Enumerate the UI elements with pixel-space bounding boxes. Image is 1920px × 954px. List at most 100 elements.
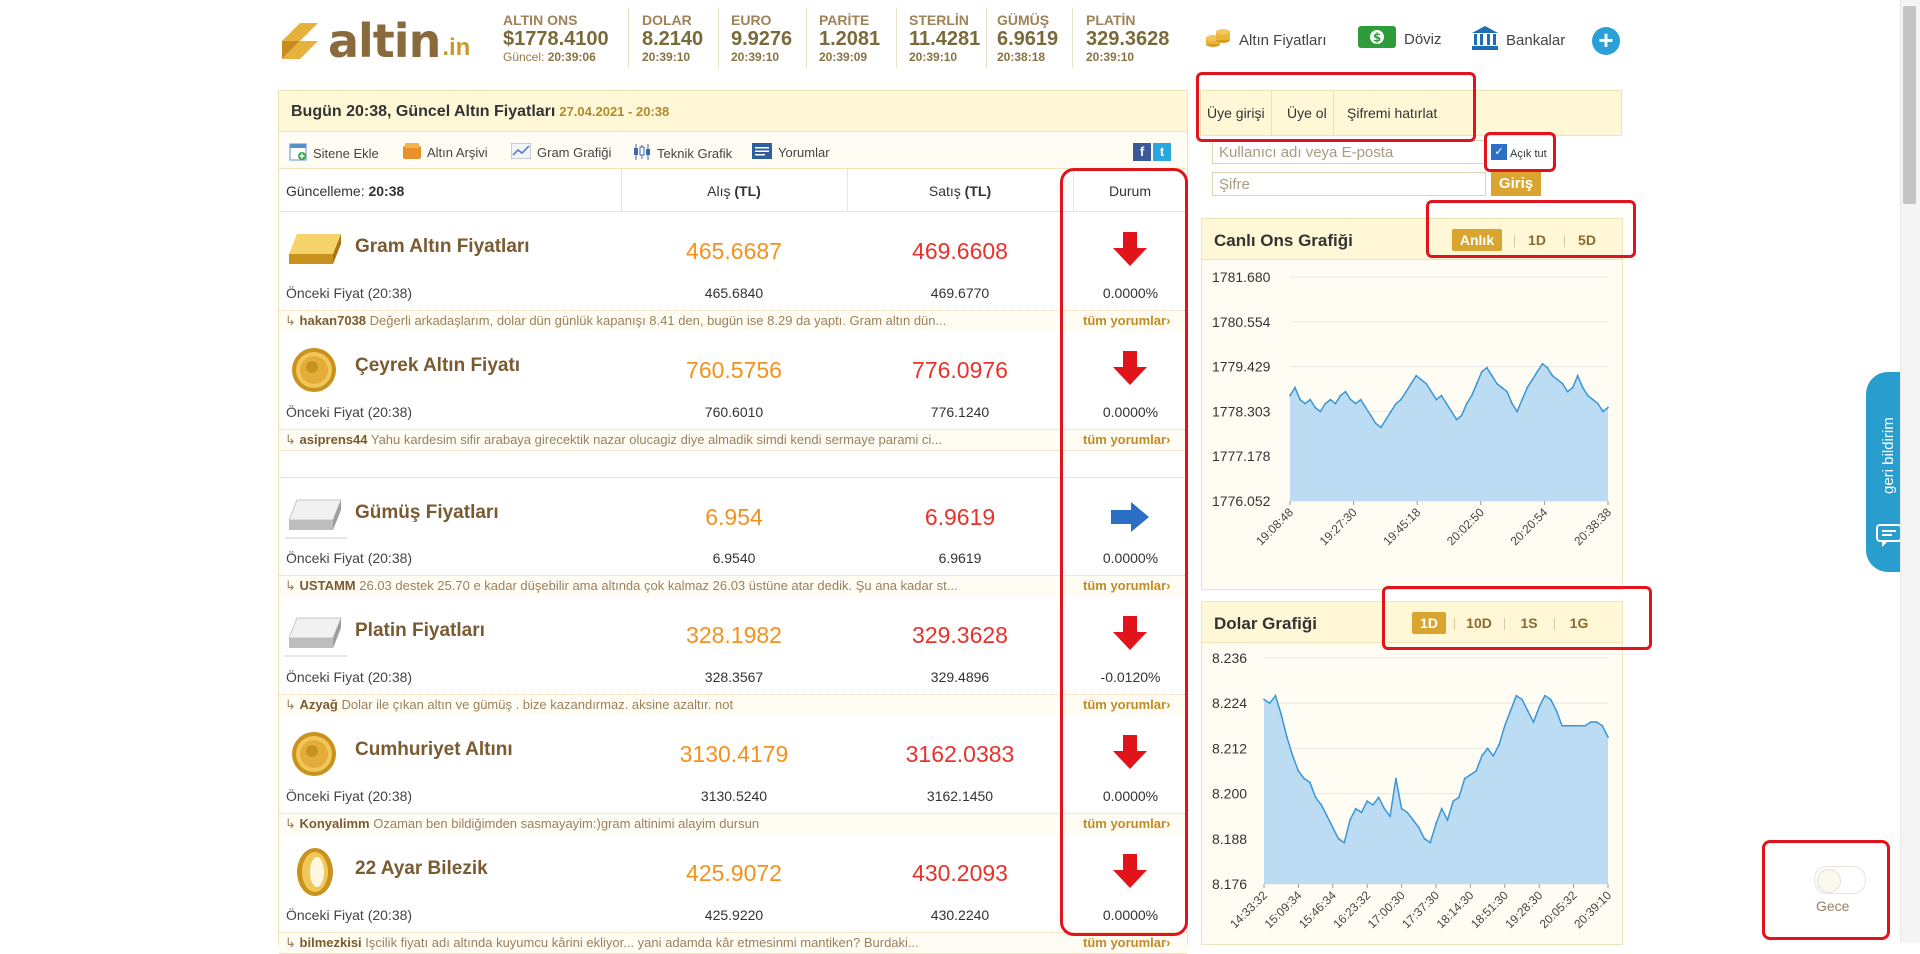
data-point bbox=[1492, 755, 1495, 757]
ticker-parite[interactable]: PARİTE 1.2081 20:39:09 bbox=[819, 12, 880, 72]
panel-toolbar: Sitene Ekle Altın Arşivi Gram Grafiği Te… bbox=[279, 132, 1187, 169]
data-point bbox=[1377, 796, 1380, 799]
add-site-icon bbox=[289, 143, 307, 164]
toolbar-technical-chart[interactable]: Teknik Grafik bbox=[633, 143, 732, 164]
comment-user[interactable]: hakan7038 bbox=[299, 313, 367, 328]
ticker-sterlin[interactable]: STERLİN 11.4281 20:39:10 bbox=[909, 12, 980, 72]
ticker-gumus[interactable]: GÜMÜŞ 6.9619 20:38:18 bbox=[997, 12, 1058, 72]
comment-user[interactable]: asiprens44 bbox=[299, 432, 368, 447]
data-point bbox=[1458, 796, 1460, 799]
data-point bbox=[1274, 694, 1277, 697]
range-anlik[interactable]: Anlık bbox=[1452, 229, 1502, 251]
row-name[interactable]: Çeyrek Altın Fiyatı bbox=[355, 355, 521, 376]
password-field[interactable]: Şifre bbox=[1212, 172, 1486, 196]
nav-gold-prices[interactable]: Altın Fiyatları bbox=[1205, 26, 1327, 54]
night-mode-toggle[interactable] bbox=[1814, 866, 1866, 894]
x-tick-label: 20:39:10 bbox=[1571, 888, 1614, 931]
row-name[interactable]: Platin Fiyatları bbox=[355, 620, 485, 641]
data-point bbox=[1511, 402, 1513, 405]
data-point bbox=[1555, 709, 1558, 712]
row-name[interactable]: Gram Altın Fiyatları bbox=[355, 236, 530, 257]
plus-button[interactable]: + bbox=[1592, 27, 1620, 55]
row-name[interactable]: Cumhuriyet Altını bbox=[355, 739, 513, 760]
all-comments-link[interactable]: tüm yorumlar› bbox=[1079, 933, 1171, 953]
login-button[interactable]: Giriş bbox=[1491, 172, 1541, 196]
comment-row[interactable]: ↳ hakan7038 Değerli arkadaşlarım, dolar … bbox=[279, 310, 1187, 332]
price-row-bilezik[interactable]: 22 Ayar Bilezik 425.9072 430.2093 Önceki… bbox=[279, 834, 1187, 932]
comment-user[interactable]: Konyalimm bbox=[299, 816, 370, 831]
comment-user[interactable]: Azyağ bbox=[299, 697, 338, 712]
buy-header: Alış (TL) bbox=[707, 183, 761, 199]
comment-user[interactable]: USTAMM bbox=[299, 578, 356, 593]
page-scrollbar[interactable] bbox=[1900, 0, 1920, 943]
twitter-icon[interactable]: t bbox=[1153, 143, 1171, 161]
all-comments-link[interactable]: tüm yorumlar› bbox=[1079, 430, 1171, 450]
all-comments-link[interactable]: tüm yorumlar› bbox=[1079, 695, 1171, 715]
range-1s[interactable]: 1S bbox=[1520, 615, 1538, 631]
remember-checkbox[interactable]: ✓ bbox=[1491, 144, 1507, 160]
data-point bbox=[1595, 721, 1598, 723]
price-row-platin[interactable]: Platin Fiyatları 328.1982 329.3628 Öncek… bbox=[279, 596, 1187, 694]
range-10d[interactable]: 10D bbox=[1466, 615, 1492, 631]
ons-chart-title: Canlı Ons Grafiği bbox=[1214, 231, 1353, 250]
nav-banks[interactable]: Bankalar bbox=[1472, 26, 1565, 54]
sell-price: 430.2093 bbox=[912, 860, 1008, 886]
range-1d[interactable]: 1D bbox=[1412, 612, 1446, 634]
tab-forgot-password[interactable]: Şifremi hatırlat bbox=[1347, 105, 1438, 121]
toolbar-comments[interactable]: Yorumlar bbox=[752, 143, 830, 162]
toolbar-gram-chart[interactable]: Gram Grafiği bbox=[510, 142, 611, 162]
data-point bbox=[1486, 366, 1488, 369]
change-percent: 0.0000% bbox=[1102, 285, 1159, 301]
comment-row[interactable]: ↳ bilmezkisi Işcilik fiyatı adı altında … bbox=[279, 932, 1187, 954]
price-row-cumhuriyet[interactable]: Cumhuriyet Altını 3130.4179 3162.0383 Ön… bbox=[279, 715, 1187, 813]
ticker-value: 11.4281 bbox=[909, 28, 981, 50]
nav-currency[interactable]: $ Döviz bbox=[1358, 26, 1442, 52]
row-name[interactable]: Gümüş Fiyatları bbox=[355, 502, 499, 523]
annotation-remember bbox=[1484, 132, 1556, 172]
comment-row[interactable]: ↳ asiprens44 Yahu kardesim sifir arabaya… bbox=[279, 429, 1187, 451]
toolbar-add-to-site[interactable]: Sitene Ekle bbox=[289, 143, 379, 164]
toolbar-gold-archive[interactable]: Altın Arşivi bbox=[403, 143, 488, 162]
range-1g[interactable]: 1G bbox=[1569, 615, 1589, 631]
scrollbar-thumb[interactable] bbox=[1903, 6, 1916, 204]
username-field[interactable]: Kullanıcı adı veya E-posta bbox=[1212, 140, 1486, 164]
site-logo[interactable]: altin .in bbox=[278, 14, 470, 68]
range-1d[interactable]: 1D bbox=[1528, 232, 1546, 248]
data-point bbox=[1541, 362, 1544, 365]
comment-row[interactable]: ↳ Azyağ Dolar ile çıkan altın ve gümüş .… bbox=[279, 694, 1187, 716]
data-point bbox=[1343, 841, 1346, 844]
ticker-altin-ons[interactable]: ALTIN ONS $1778.4100 Güncel: 20:39:06 bbox=[503, 12, 609, 72]
tab-register[interactable]: Üye ol bbox=[1281, 91, 1334, 135]
down-arrow-icon bbox=[1111, 733, 1149, 776]
comment-row[interactable]: ↳ USTAMM 26.03 destek 25.70 e kadar düşe… bbox=[279, 575, 1187, 597]
data-point bbox=[1586, 394, 1589, 397]
all-comments-link[interactable]: tüm yorumlar› bbox=[1079, 311, 1171, 331]
data-point bbox=[1406, 811, 1409, 814]
data-point bbox=[1531, 378, 1534, 381]
x-tick-label: 20:20:54 bbox=[1508, 505, 1551, 548]
silver-bar-icon bbox=[285, 498, 347, 545]
comment-row[interactable]: ↳ Konyalimm Ozaman ben bildiğimden sasma… bbox=[279, 813, 1187, 835]
data-point bbox=[1400, 398, 1402, 401]
ticker-dolar[interactable]: DOLAR 8.2140 20:39:10 bbox=[642, 12, 703, 72]
row-name[interactable]: 22 Ayar Bilezik bbox=[355, 858, 488, 879]
ticker-euro[interactable]: EURO 9.9276 20:39:10 bbox=[731, 12, 792, 72]
price-row-gram[interactable]: Gram Altın Fiyatları 465.6687 469.6608 Ö… bbox=[279, 212, 1187, 310]
all-comments-link[interactable]: tüm yorumlar› bbox=[1079, 576, 1171, 596]
data-point bbox=[1460, 414, 1463, 417]
ons-area-chart: 1781.680 1780.554 1779.429 1778.303 1777.178… bbox=[1212, 269, 1614, 548]
range-5d[interactable]: 5D bbox=[1578, 232, 1596, 248]
buy-price: 425.9072 bbox=[686, 860, 782, 886]
facebook-icon[interactable]: f bbox=[1133, 143, 1151, 161]
price-row-gumus[interactable]: Gümüş Fiyatları 6.954 6.9619 Önceki Fiya… bbox=[279, 478, 1187, 575]
tab-member-login[interactable]: Üye girişi bbox=[1201, 91, 1272, 135]
ticker-divider bbox=[1072, 8, 1073, 68]
data-point bbox=[1578, 724, 1581, 727]
ticker-platin[interactable]: PLATİN 329.3628 20:39:10 bbox=[1086, 12, 1169, 72]
gold-prices-panel: Bugün 20:38, Güncel Altın Fiyatları 27.04… bbox=[278, 90, 1188, 954]
data-point bbox=[1395, 777, 1397, 780]
price-row-ceyrek[interactable]: Çeyrek Altın Fiyatı 760.5756 776.0976 Ön… bbox=[279, 331, 1187, 429]
all-comments-link[interactable]: tüm yorumlar› bbox=[1079, 814, 1171, 834]
range-divider bbox=[1454, 618, 1455, 630]
data-point bbox=[1469, 773, 1472, 776]
